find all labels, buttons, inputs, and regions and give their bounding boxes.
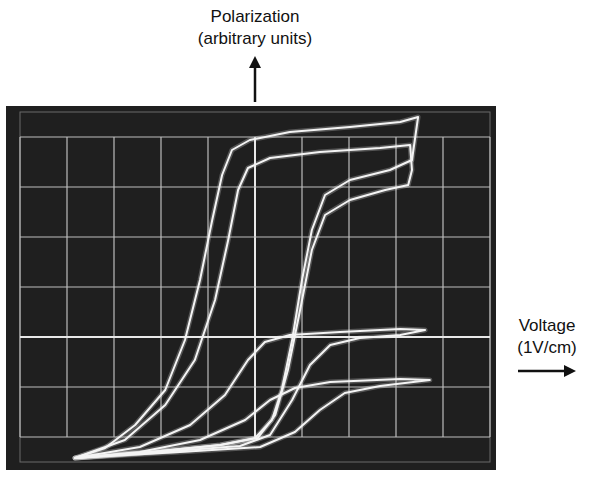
hysteresis-loop — [75, 145, 412, 458]
grid-line — [20, 286, 490, 287]
trace-glow — [75, 329, 425, 458]
hysteresis-loop — [75, 329, 425, 458]
plot-frame — [20, 112, 490, 462]
arrow — [254, 66, 257, 102]
arrow-head — [249, 56, 261, 68]
chart: Polarization (arbitrary units) Voltage (1V/… — [0, 0, 601, 495]
arrow-head — [564, 365, 576, 377]
screen — [6, 106, 496, 470]
grid-line — [20, 236, 490, 237]
grid-line — [20, 186, 490, 187]
y-axis-title: (arbitrary units) — [198, 29, 312, 48]
hysteresis-loop — [75, 379, 430, 458]
trace-glow — [75, 117, 418, 458]
x-axis-line — [20, 336, 490, 338]
trace-glow — [75, 145, 412, 458]
y-axis-title: Polarization — [211, 7, 300, 26]
traces — [75, 117, 430, 458]
arrow — [518, 370, 566, 373]
trace-glow — [75, 379, 430, 458]
x-axis-title: (1V/cm) — [517, 338, 577, 357]
x-axis-title: Voltage — [519, 316, 576, 335]
grid-line — [20, 386, 490, 387]
hysteresis-loop — [75, 117, 418, 458]
